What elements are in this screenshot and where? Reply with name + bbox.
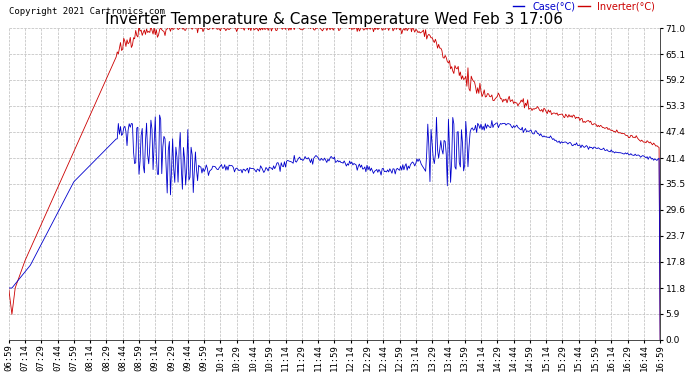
Legend: Case(°C), Inverter(°C): Case(°C), Inverter(°C) (513, 2, 656, 12)
Text: Copyright 2021 Cartronics.com: Copyright 2021 Cartronics.com (9, 7, 164, 16)
Title: Inverter Temperature & Case Temperature Wed Feb 3 17:06: Inverter Temperature & Case Temperature … (106, 12, 564, 27)
